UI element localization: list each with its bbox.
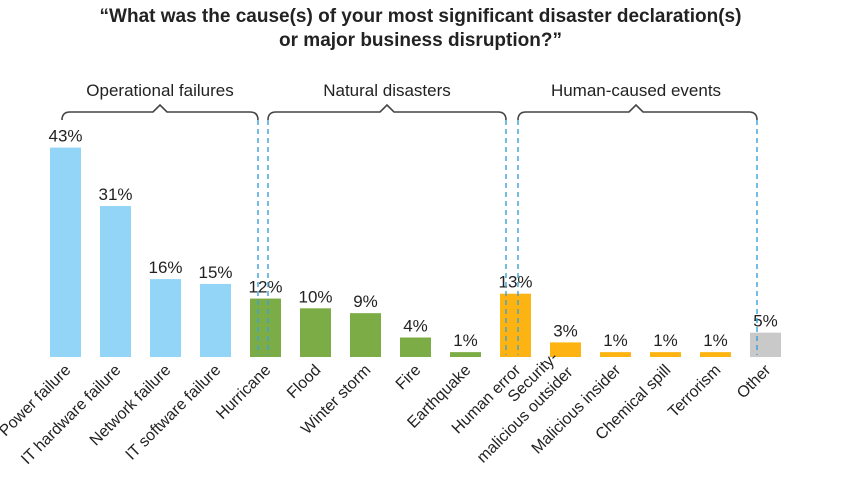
value-label: 9%	[353, 292, 378, 311]
category-label-line: Terrorism	[665, 362, 724, 421]
bar	[400, 337, 431, 357]
bar	[550, 342, 581, 357]
group-bracket	[61, 103, 259, 121]
chart-title-line-1: “What was the cause(s) of your most sign…	[99, 6, 742, 27]
value-label: 10%	[298, 287, 332, 306]
group-bracket	[517, 103, 758, 121]
value-label: 12%	[248, 278, 282, 297]
value-label: 4%	[403, 317, 428, 336]
bar	[200, 283, 231, 357]
value-label: 1%	[453, 331, 478, 350]
bar	[750, 332, 781, 357]
category-label: Terrorism	[665, 362, 724, 421]
value-label: 43%	[48, 127, 82, 146]
group-label: Human-caused events	[551, 81, 721, 100]
bar	[50, 147, 81, 357]
bar	[250, 298, 281, 357]
value-label: 15%	[198, 263, 232, 282]
category-label-line: Hurricane	[213, 362, 274, 423]
category-label: Hurricane	[213, 362, 274, 423]
group-label: Natural disasters	[323, 81, 451, 100]
value-label: 16%	[148, 258, 182, 277]
category-label: Other	[734, 361, 775, 402]
bar	[600, 352, 631, 357]
value-label: 5%	[753, 312, 778, 331]
group-bracket	[267, 103, 507, 121]
bar	[500, 293, 531, 357]
bar	[700, 352, 731, 357]
category-label: Flood	[284, 362, 324, 402]
value-label: 1%	[653, 331, 678, 350]
value-label: 1%	[603, 331, 628, 350]
bar	[650, 352, 681, 357]
bar	[300, 308, 331, 357]
bar	[350, 313, 381, 357]
category-label-line: Fire	[393, 362, 425, 394]
group-label: Operational failures	[86, 81, 233, 100]
category-label-line: IT software failure	[123, 362, 225, 464]
chart-title-line-2: or major business disruption?”	[279, 30, 562, 51]
bar	[100, 206, 131, 357]
category-label-line: Flood	[284, 362, 324, 402]
bar	[450, 352, 481, 357]
value-label: 31%	[98, 185, 132, 204]
value-label: 3%	[553, 321, 578, 340]
value-label: 13%	[498, 273, 532, 292]
bar	[150, 279, 181, 357]
category-label: IT software failure	[123, 362, 225, 464]
category-label: Fire	[393, 362, 425, 394]
value-label: 1%	[703, 331, 728, 350]
category-label-line: Other	[734, 361, 775, 402]
